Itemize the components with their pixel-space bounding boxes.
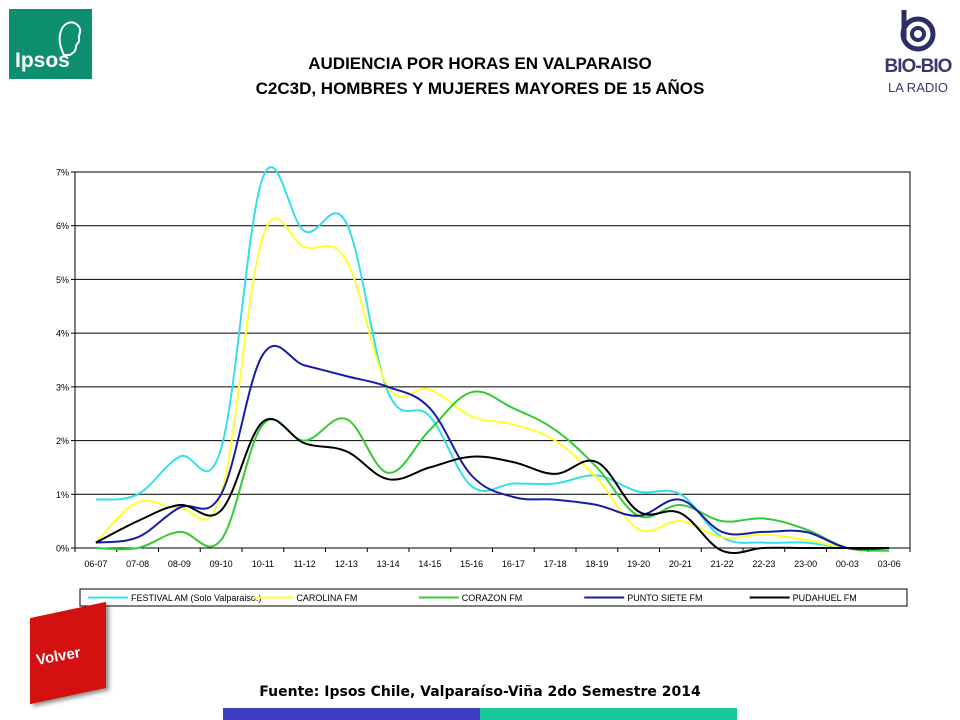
y-tick-label: 0% [56,544,69,554]
x-tick-label: 14-15 [418,559,441,569]
x-tick-label: 06-07 [84,559,107,569]
legend-label: CAROLINA FM [296,593,357,603]
biobio-logo-sub: LA RADIO [888,80,948,95]
footer-bar-green [480,708,737,720]
source-note: Fuente: Ipsos Chile, Valparaíso-Viña 2do… [259,684,701,700]
x-tick-label: 21-22 [711,559,734,569]
x-tick-label: 18-19 [585,559,608,569]
legend-label: PUDAHUEL FM [793,593,857,603]
y-tick-label: 7% [56,168,69,178]
x-tick-label: 23-00 [794,559,817,569]
y-tick-label: 5% [56,275,69,285]
x-tick-label: 08-09 [168,559,191,569]
biobio-radio-icon [900,10,936,52]
series-line-5 [95,418,890,555]
x-tick-label: 16-17 [502,559,525,569]
x-tick-label: 03-06 [878,559,901,569]
y-tick-label: 1% [56,490,69,500]
x-tick-label: 10-11 [252,559,274,569]
series-line-1 [95,166,890,550]
x-tick-label: 13-14 [377,559,400,569]
x-tick-label: 17-18 [544,559,567,569]
legend-box [79,588,908,607]
x-tick-label: 15-16 [460,559,483,569]
volver-button[interactable]: Volver [22,601,112,705]
x-tick-label: 11-12 [293,559,315,569]
legend-label: CORAZON FM [462,593,523,603]
plot-area [74,171,911,549]
series-line-2 [95,217,890,550]
x-tick-label: 22-23 [752,559,775,569]
y-tick-label: 4% [56,329,69,339]
legend-label: FESTIVAL AM (Solo Valparaiso.) [131,593,261,603]
legend-label: PUNTO SIETE FM [627,593,702,603]
x-tick-label: 00-03 [836,559,859,569]
x-tick-label: 19-20 [627,559,650,569]
x-tick-label: 09-10 [210,559,233,569]
series-line-4 [95,345,890,551]
footer-bar-blue [223,708,480,720]
x-tick-label: 12-13 [335,559,358,569]
y-tick-label: 6% [56,221,69,231]
series-line-3 [95,390,890,552]
y-tick-label: 3% [56,382,69,392]
ipsos-head-icon [58,21,82,56]
biobio-logo-name: BIO-BIO [884,56,953,77]
ipsos-logo: Ipsos [9,9,92,79]
ipsos-logo-text: Ipsos [15,49,70,72]
y-tick-label: 2% [56,436,69,446]
x-tick-label: 07-08 [126,559,149,569]
chart-title-line2: C2C3D, HOMBRES Y MUJERES MAYORES DE 15 A… [255,79,705,98]
chart-title-line1: AUDIENCIA POR HORAS EN VALPARAISO [308,54,652,73]
x-tick-label: 20-21 [669,559,692,569]
biobio-logo: BIO-BIO LA RADIO [882,6,954,101]
